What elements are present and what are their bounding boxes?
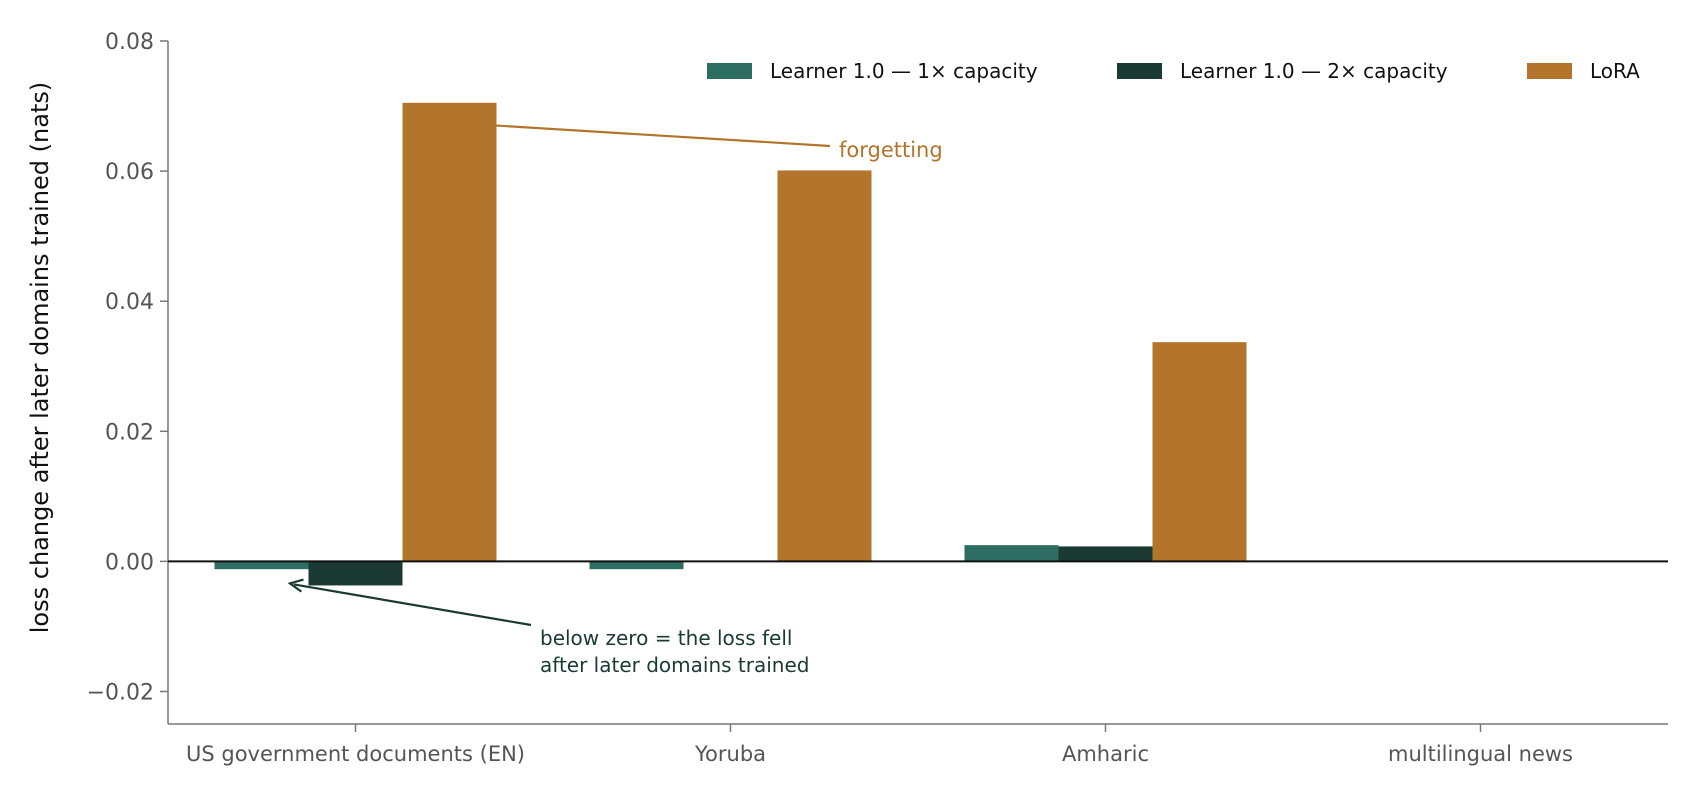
legend-label: Learner 1.0 — 2× capacity (1180, 59, 1448, 83)
bar (214, 561, 309, 570)
x-tick-label: Amharic (1062, 742, 1149, 766)
y-tick-label: 0.04 (105, 290, 154, 315)
below-zero-arrow (293, 583, 532, 627)
y-tick-label: 0.08 (105, 30, 154, 55)
bar (1058, 546, 1153, 562)
annotations: forgetting below zero = the loss fell afte… (287, 124, 943, 677)
bar (589, 561, 684, 570)
bars (214, 102, 1247, 586)
bar (402, 102, 497, 562)
below-zero-label: after later domains trained (540, 653, 809, 677)
x-axis: US government documents (EN) Yoruba Amhari… (168, 723, 1668, 766)
y-tick-label: 0.00 (105, 550, 154, 575)
legend-label: LoRA (1590, 59, 1640, 83)
forgetting-pointer (496, 124, 831, 148)
y-tick-label: 0.06 (105, 160, 154, 185)
legend-swatch (1527, 63, 1572, 79)
y-tick-label: 0.02 (105, 420, 154, 445)
x-tick-label: Yoruba (694, 742, 766, 766)
below-zero-arrowhead (287, 578, 304, 593)
legend-swatch (707, 63, 752, 79)
legend-label: Learner 1.0 — 1× capacity (770, 59, 1038, 83)
legend: Learner 1.0 — 1× capacity Learner 1.0 — 2… (707, 59, 1640, 83)
bar (777, 170, 872, 562)
bar (308, 561, 403, 586)
legend-swatch (1117, 63, 1162, 79)
y-axis: −0.02 0.00 0.02 0.04 0.06 0.08 (87, 30, 169, 724)
bar (964, 545, 1059, 562)
x-tick-label: multilingual news (1388, 742, 1573, 766)
y-axis-label: loss change after later domains trained … (26, 82, 54, 633)
y-tick-label: −0.02 (87, 680, 154, 705)
bar (1152, 342, 1247, 562)
below-zero-label: below zero = the loss fell (540, 626, 792, 650)
x-tick-label: US government documents (EN) (186, 742, 525, 766)
forgetting-label: forgetting (839, 138, 943, 162)
